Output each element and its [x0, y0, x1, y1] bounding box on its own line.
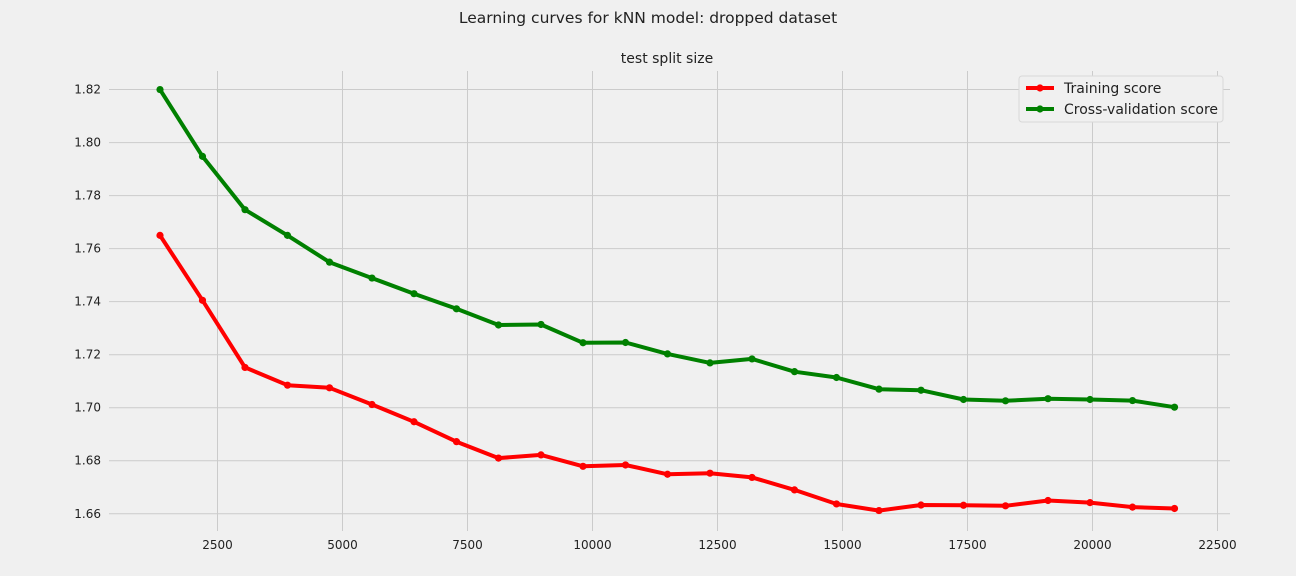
y-tick-label: 1.72: [74, 348, 101, 362]
data-point: [156, 231, 164, 239]
data-point: [410, 418, 418, 426]
data-point: [875, 385, 883, 393]
y-tick-labels: 1.66 1.68 1.70 1.72 1.74 1.76 1.78 1.80 1.82: [74, 83, 101, 521]
data-point: [579, 462, 587, 470]
data-point: [790, 486, 799, 494]
y-tick-label: 1.82: [74, 83, 101, 97]
y-tick-label: 1.68: [74, 454, 101, 468]
legend-label: Training score: [1063, 81, 1161, 97]
data-point: [832, 373, 841, 382]
data-point: [537, 320, 545, 329]
data-point: [1170, 403, 1179, 411]
y-tick-label: 1.76: [74, 242, 101, 256]
data-point: [579, 339, 587, 347]
data-point: [832, 500, 841, 508]
x-tick-label: 2500: [202, 538, 233, 552]
data-point: [368, 274, 376, 282]
data-point: [494, 454, 503, 462]
x-tick-label: 7500: [452, 538, 483, 552]
y-tick-label: 1.66: [74, 507, 101, 521]
data-point: [706, 359, 714, 367]
legend-label: Cross-validation score: [1064, 102, 1218, 118]
legend-marker: [1036, 84, 1044, 92]
series-line: [158, 233, 1177, 513]
figure-title: Learning curves for kNN model: dropped d…: [458, 9, 838, 27]
data-point: [621, 461, 630, 469]
data-point: [452, 305, 461, 313]
grid: [109, 71, 1230, 531]
y-tick-label: 1.70: [74, 401, 101, 415]
data-point: [663, 470, 672, 478]
y-tick-label: 1.74: [74, 295, 101, 309]
data-point: [959, 395, 968, 404]
data-point: [198, 296, 207, 304]
data-point: [1001, 502, 1010, 510]
y-tick-label: 1.78: [74, 189, 101, 203]
data-point: [1001, 397, 1010, 405]
x-tick-labels: 2500 5000 7500 10000 12500 15000 17500 20000 225…: [202, 538, 1236, 552]
data-point: [368, 400, 376, 409]
x-tick-label: 5000: [327, 538, 358, 552]
data-point: [959, 501, 968, 509]
series-training-score: [156, 231, 1179, 515]
x-tick-label: 15000: [823, 538, 861, 552]
data-point: [198, 152, 207, 160]
data-point: [1128, 396, 1137, 405]
data-point: [621, 338, 630, 347]
data-point: [917, 386, 925, 394]
x-tick-label: 22500: [1198, 538, 1236, 552]
legend-marker: [1036, 105, 1044, 113]
data-point: [1086, 395, 1094, 404]
series-cross-validation-score: [156, 85, 1179, 411]
data-point: [1128, 503, 1137, 511]
data-point: [283, 381, 292, 389]
data-point: [663, 350, 672, 358]
data-point: [325, 384, 334, 392]
data-point: [241, 206, 249, 214]
data-point: [917, 501, 925, 509]
data-point: [1044, 395, 1052, 403]
data-point: [241, 363, 249, 372]
series-layer: [156, 85, 1179, 515]
data-point: [1044, 496, 1052, 505]
data-point: [748, 355, 756, 363]
data-point: [748, 473, 756, 482]
data-point: [156, 85, 164, 94]
data-point: [1086, 499, 1094, 507]
data-point: [537, 451, 545, 459]
data-point: [1170, 504, 1179, 513]
legend-box: [1018, 75, 1224, 123]
data-point: [790, 368, 799, 376]
legend: Training score Cross-validation score: [1018, 75, 1224, 123]
x-tick-label: 10000: [573, 538, 611, 552]
data-point: [706, 469, 714, 477]
x-tick-label: 20000: [1073, 538, 1111, 552]
x-tick-label: 17500: [948, 538, 986, 552]
data-point: [325, 258, 334, 266]
y-tick-label: 1.80: [74, 136, 101, 150]
data-point: [452, 438, 461, 446]
data-point: [494, 321, 503, 329]
data-point: [875, 506, 883, 515]
data-point: [410, 290, 418, 298]
chart-title: test split size: [621, 51, 713, 67]
x-tick-label: 12500: [698, 538, 736, 552]
data-point: [283, 231, 292, 239]
